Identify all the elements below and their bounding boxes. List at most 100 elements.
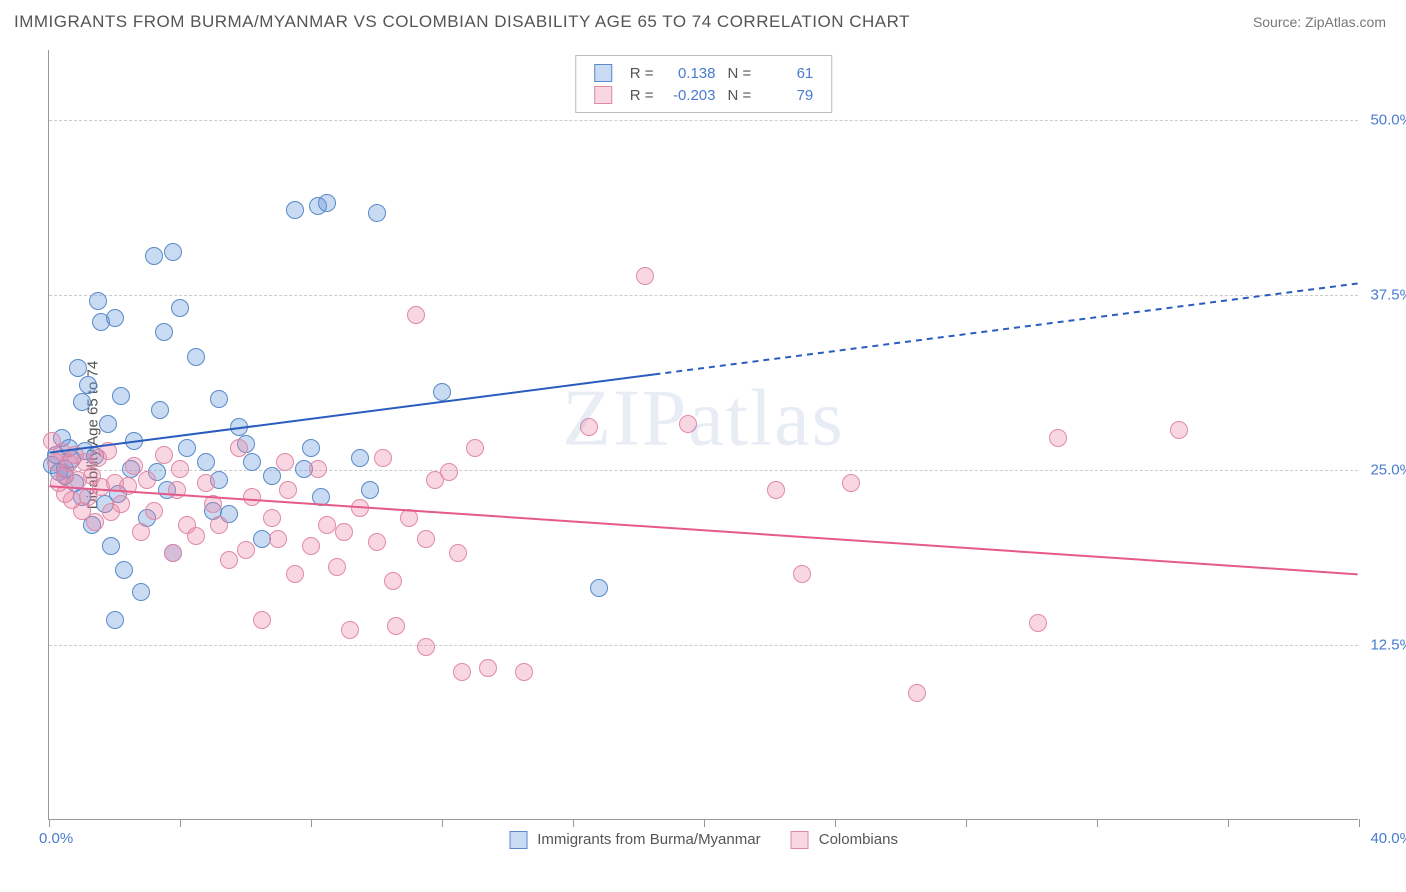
scatter-point-pink [210, 516, 228, 534]
scatter-point-pink [368, 533, 386, 551]
scatter-point-blue [361, 481, 379, 499]
scatter-point-blue [69, 359, 87, 377]
scatter-point-pink [515, 663, 533, 681]
scatter-point-pink [842, 474, 860, 492]
scatter-point-pink [187, 527, 205, 545]
scatter-point-blue [102, 537, 120, 555]
scatter-point-pink [138, 471, 156, 489]
scatter-point-blue [151, 401, 169, 419]
scatter-point-pink [155, 446, 173, 464]
scatter-point-blue [106, 611, 124, 629]
chart-header: IMMIGRANTS FROM BURMA/MYANMAR VS COLOMBI… [0, 0, 1406, 40]
scatter-point-pink [351, 499, 369, 517]
scatter-point-pink [276, 453, 294, 471]
x-tick [573, 819, 574, 827]
scatter-point-pink [132, 523, 150, 541]
scatter-point-pink [449, 544, 467, 562]
scatter-point-blue [197, 453, 215, 471]
scatter-point-pink [384, 572, 402, 590]
scatter-point-pink [341, 621, 359, 639]
scatter-point-pink [407, 306, 425, 324]
scatter-point-blue [368, 204, 386, 222]
scatter-point-pink [417, 638, 435, 656]
scatter-point-pink [908, 684, 926, 702]
scatter-point-pink [453, 663, 471, 681]
scatter-point-pink [171, 460, 189, 478]
scatter-point-pink [679, 415, 697, 433]
scatter-point-blue [132, 583, 150, 601]
scatter-point-pink [243, 488, 261, 506]
legend-bottom-swatch-1 [509, 831, 527, 849]
scatter-point-pink [197, 474, 215, 492]
scatter-point-pink [440, 463, 458, 481]
gridline-h [49, 120, 1358, 121]
scatter-point-pink [269, 530, 287, 548]
scatter-point-pink [793, 565, 811, 583]
scatter-point-pink [636, 267, 654, 285]
scatter-point-pink [302, 537, 320, 555]
scatter-point-pink [479, 659, 497, 677]
scatter-point-blue [243, 453, 261, 471]
r-value-2: -0.203 [666, 87, 716, 104]
scatter-point-blue [112, 387, 130, 405]
y-tick-label: 37.5% [1363, 287, 1406, 304]
scatter-point-pink [767, 481, 785, 499]
x-tick [180, 819, 181, 827]
legend-stats-row-2: R = -0.203 N = 79 [594, 84, 814, 106]
legend-stats: R = 0.138 N = 61 R = -0.203 N = 79 [575, 55, 833, 113]
x-tick [1097, 819, 1098, 827]
scatter-point-blue [286, 201, 304, 219]
legend-bottom: Immigrants from Burma/Myanmar Colombians [509, 831, 898, 849]
scatter-point-pink [204, 495, 222, 513]
scatter-point-blue [178, 439, 196, 457]
scatter-point-blue [253, 530, 271, 548]
scatter-point-blue [89, 292, 107, 310]
scatter-point-pink [580, 418, 598, 436]
scatter-point-blue [79, 376, 97, 394]
scatter-point-pink [279, 481, 297, 499]
legend-swatch-pink [594, 86, 612, 104]
legend-stats-row-1: R = 0.138 N = 61 [594, 62, 814, 84]
scatter-point-pink [168, 481, 186, 499]
scatter-point-pink [1029, 614, 1047, 632]
watermark: ZIPatlas [562, 374, 845, 465]
x-tick [442, 819, 443, 827]
scatter-point-pink [1049, 429, 1067, 447]
scatter-point-pink [164, 544, 182, 562]
scatter-point-pink [318, 516, 336, 534]
scatter-point-blue [99, 415, 117, 433]
scatter-point-pink [374, 449, 392, 467]
scatter-point-blue [155, 323, 173, 341]
scatter-point-pink [230, 439, 248, 457]
x-tick [1228, 819, 1229, 827]
scatter-point-pink [309, 460, 327, 478]
y-tick-label: 12.5% [1363, 637, 1406, 654]
legend-item-2: Colombians [791, 831, 898, 849]
r-value-1: 0.138 [666, 65, 716, 82]
legend-bottom-swatch-2 [791, 831, 809, 849]
scatter-point-blue [433, 383, 451, 401]
legend-swatch-blue [594, 64, 612, 82]
x-tick [49, 819, 50, 827]
scatter-point-blue [106, 309, 124, 327]
x-tick [1359, 819, 1360, 827]
chart-title: IMMIGRANTS FROM BURMA/MYANMAR VS COLOMBI… [14, 12, 910, 32]
scatter-point-blue [210, 390, 228, 408]
scatter-point-blue [164, 243, 182, 261]
x-tick [704, 819, 705, 827]
y-tick-label: 25.0% [1363, 462, 1406, 479]
scatter-point-blue [263, 467, 281, 485]
scatter-point-pink [466, 439, 484, 457]
scatter-point-blue [115, 561, 133, 579]
y-tick-label: 50.0% [1363, 112, 1406, 129]
scatter-point-blue [590, 579, 608, 597]
x-tick [311, 819, 312, 827]
scatter-point-blue [187, 348, 205, 366]
scatter-point-blue [230, 418, 248, 436]
scatter-point-pink [400, 509, 418, 527]
gridline-h [49, 295, 1358, 296]
scatter-point-pink [237, 541, 255, 559]
scatter-point-blue [318, 194, 336, 212]
plot-area: Disability Age 65 to 74 R = 0.138 N = 61… [48, 50, 1358, 820]
scatter-point-blue [312, 488, 330, 506]
